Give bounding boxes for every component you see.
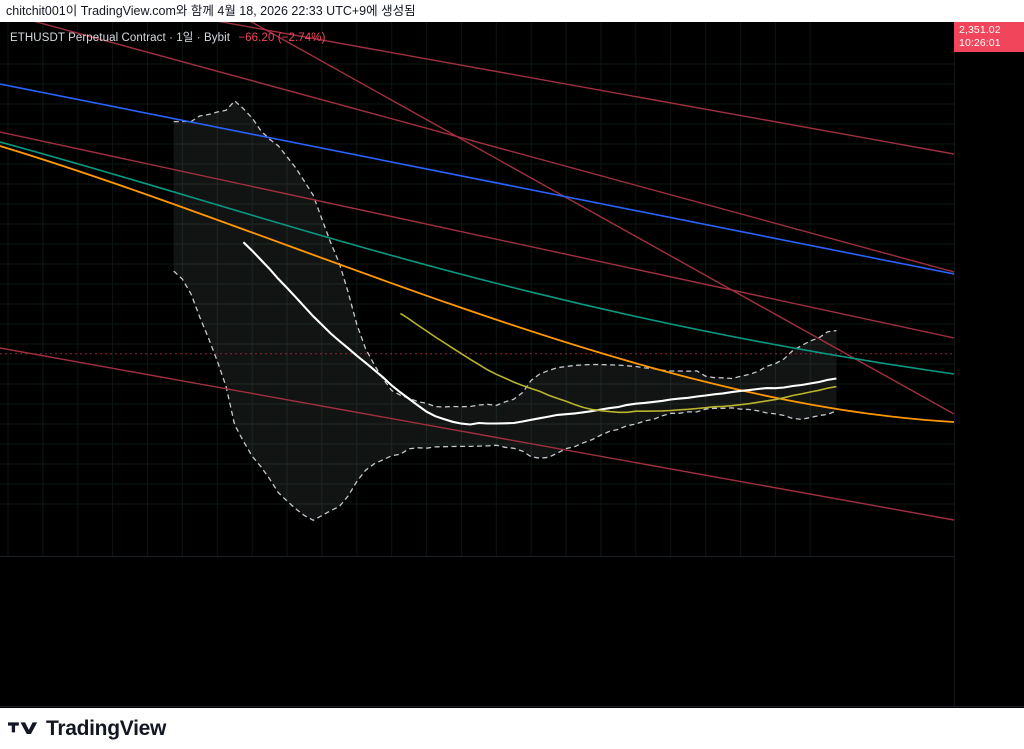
tradingview-wordmark: TradingView [46, 716, 167, 740]
last-price-value: 2,351.02 [959, 24, 1001, 36]
last-price-badge[interactable]: 2,351.02 10:26:01 [954, 22, 1024, 52]
pane-divider [0, 556, 954, 557]
countdown-value: 10:26:01 [959, 36, 1001, 49]
chart-area[interactable]: ETHUSDT Perpetual Contract · 1일 · Bybit … [0, 22, 1024, 708]
rsi-pane[interactable] [0, 558, 954, 706]
tradingview-mark-icon [8, 721, 38, 734]
footer-bar: TradingView [0, 708, 1024, 749]
time-axis[interactable] [0, 706, 1024, 708]
attribution-text: chitchit001이 TradingView.com와 함께 4월 18, … [0, 0, 1024, 22]
tradingview-logo[interactable]: TradingView [8, 717, 166, 741]
legend-symbol: ETHUSDT Perpetual Contract · 1일 · Bybit [10, 32, 231, 44]
price-plot [0, 22, 954, 556]
price-axis[interactable]: USDT 2,351.02 10:26:01 [954, 22, 1024, 706]
chart-legend: ETHUSDT Perpetual Contract · 1일 · Bybit … [10, 29, 326, 45]
rsi-plot [0, 558, 954, 706]
price-pane[interactable]: ETHUSDT Perpetual Contract · 1일 · Bybit … [0, 22, 954, 556]
legend-change: −66.20 (−2.74%) [238, 32, 326, 44]
